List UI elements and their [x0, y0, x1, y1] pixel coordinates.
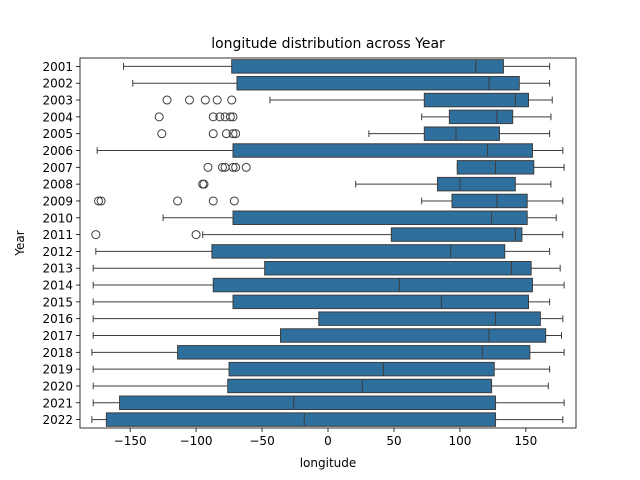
y-tick-label: 2011 — [42, 228, 73, 242]
x-tick-label: −150 — [114, 434, 147, 448]
outlier-point — [227, 95, 237, 105]
y-tick-label: 2001 — [42, 60, 73, 74]
box-2002 — [236, 76, 520, 91]
x-tick-label: 0 — [324, 434, 332, 448]
outlier-point — [225, 112, 235, 122]
plot-area: −150 −100 −50 0 50 100 150 2001 2002 2003 2004 2005… — [42, 59, 565, 448]
outlier-point — [154, 112, 164, 122]
box-2009 — [451, 193, 528, 209]
outlier-point — [231, 129, 241, 139]
y-tick-label: 2014 — [42, 279, 73, 293]
x-tick-label: −100 — [180, 434, 213, 448]
outlier-point — [212, 95, 222, 105]
box-2017 — [280, 328, 547, 343]
y-tick-label: 2006 — [42, 144, 73, 158]
box-2005 — [423, 126, 500, 141]
y-tick-label: 2016 — [42, 312, 73, 326]
box-2015 — [232, 294, 530, 310]
outlier-point — [217, 162, 227, 172]
y-tick-label: 2002 — [42, 77, 73, 91]
y-tick-label: 2003 — [42, 94, 73, 108]
outlier-point — [162, 95, 172, 105]
box-2008 — [436, 176, 516, 192]
outlier-point — [215, 112, 225, 122]
outlier-point — [203, 162, 213, 172]
box-2010 — [232, 210, 528, 226]
box-2021 — [119, 395, 497, 410]
outlier-point — [241, 162, 251, 172]
box-2019 — [228, 361, 495, 377]
y-axis-title: Year — [13, 230, 27, 256]
y-tick-label: 2009 — [42, 194, 73, 208]
box-2004 — [448, 109, 514, 125]
plot-frame — [79, 57, 577, 429]
y-tick-label: 2005 — [42, 127, 73, 141]
x-tick-label: 150 — [514, 434, 537, 448]
outlier-point — [221, 129, 231, 139]
box-2014 — [212, 277, 533, 293]
box-2018 — [177, 345, 531, 360]
y-tick-label: 2010 — [42, 211, 73, 225]
y-tick-label: 2021 — [42, 396, 73, 410]
outlier-point — [91, 230, 101, 240]
x-axis-title: longitude — [300, 456, 357, 470]
outlier-point — [184, 95, 194, 105]
y-tick-label: 2017 — [42, 329, 73, 343]
outlier-point — [173, 196, 183, 206]
outlier-point — [191, 230, 201, 240]
outlier-point — [200, 95, 210, 105]
y-tick-label: 2022 — [42, 413, 73, 427]
x-tick-label: −50 — [249, 434, 274, 448]
outlier-point — [228, 112, 238, 122]
box-2016 — [318, 311, 541, 326]
box-2011 — [390, 227, 523, 242]
y-tick-label: 2018 — [42, 346, 73, 360]
box-2013 — [264, 261, 532, 276]
y-tick-label: 2004 — [42, 110, 73, 124]
box-2022 — [105, 412, 497, 427]
outlier-point — [208, 196, 218, 206]
box-2001 — [231, 59, 504, 74]
outlier-point — [93, 196, 103, 206]
box-2006 — [232, 143, 533, 158]
y-tick-label: 2008 — [42, 178, 73, 192]
y-tick-label: 2019 — [42, 363, 73, 377]
y-tick-label: 2007 — [42, 161, 73, 175]
outlier-point — [228, 162, 238, 172]
box-2012 — [211, 244, 506, 259]
outlier-point — [199, 179, 209, 189]
outlier-point — [228, 129, 238, 139]
outlier-point — [96, 196, 106, 206]
y-tick-label: 2020 — [42, 379, 73, 393]
outlier-point — [229, 196, 239, 206]
outlier-point — [157, 129, 167, 139]
y-tick-label: 2013 — [42, 262, 73, 276]
outlier-point — [208, 112, 218, 122]
outlier-point — [208, 129, 218, 139]
y-tick-label: 2012 — [42, 245, 73, 259]
x-tick-label: 100 — [448, 434, 471, 448]
outlier-point — [231, 162, 241, 172]
box-2003 — [423, 92, 530, 108]
box-2020 — [227, 378, 493, 394]
chart-title: longitude distribution across Year — [211, 36, 445, 52]
y-tick-label: 2015 — [42, 295, 73, 309]
x-tick-label: 50 — [386, 434, 401, 448]
